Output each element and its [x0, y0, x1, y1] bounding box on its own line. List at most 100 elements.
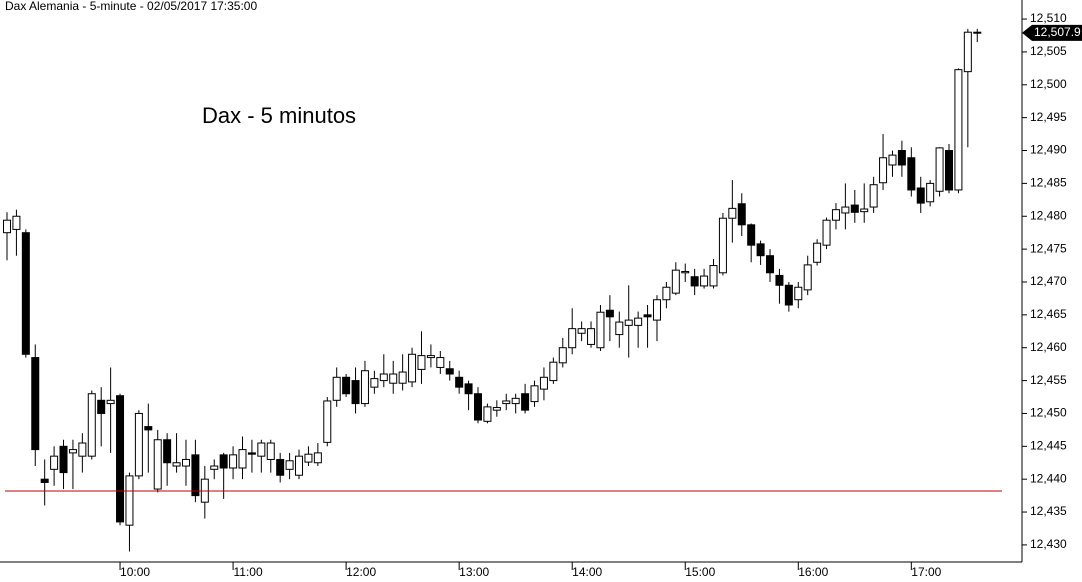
candle-body — [313, 452, 322, 464]
candle-body — [718, 217, 727, 274]
candle-body — [144, 426, 153, 431]
candle-body — [652, 299, 661, 321]
candle-body — [916, 187, 925, 204]
candle-body — [539, 376, 548, 390]
candle-body — [417, 355, 426, 370]
y-tick-label: 12,490 — [1030, 143, 1067, 157]
candle-body — [379, 373, 388, 382]
y-tick-label: 12,475 — [1030, 241, 1067, 255]
y-tick-label: 12,495 — [1030, 110, 1067, 124]
candle-body — [134, 412, 143, 477]
last-price-tag — [1022, 24, 1082, 41]
candle-body — [181, 458, 190, 467]
candle-body — [257, 442, 266, 457]
last-price-label: 12,507.9 — [1034, 25, 1081, 39]
candle-body — [106, 399, 115, 405]
candle-body — [455, 376, 464, 388]
candle-body — [87, 393, 96, 457]
x-tick-label: 17:00 — [911, 565, 941, 579]
candle-body — [803, 264, 812, 291]
candle-body — [860, 208, 869, 213]
candle-body — [304, 453, 313, 463]
candle-body — [963, 31, 972, 73]
candle-body — [784, 284, 793, 306]
candle-body — [596, 311, 605, 349]
candle-body — [474, 393, 482, 421]
candle-body — [558, 347, 567, 364]
x-tick-label: 13:00 — [459, 565, 489, 579]
candle-body — [116, 395, 125, 523]
candle-body — [737, 203, 746, 226]
y-tick-label: 12,500 — [1030, 77, 1067, 91]
candle-body — [97, 399, 106, 414]
candle-body — [907, 157, 916, 191]
candle-body — [954, 69, 963, 191]
candle-body — [238, 449, 247, 469]
candle-body — [709, 265, 718, 287]
candle-body — [276, 458, 285, 476]
y-tick-label: 12,455 — [1030, 373, 1067, 387]
candle-body — [634, 317, 643, 326]
candle-body — [897, 150, 906, 166]
candle-body — [445, 368, 454, 375]
x-tick-label: 14:00 — [572, 565, 602, 579]
candle-body — [229, 454, 238, 469]
candle-body — [700, 275, 709, 287]
candle-body — [756, 243, 765, 257]
candle-body — [662, 286, 671, 301]
candle-body — [125, 475, 134, 526]
candle-body — [3, 219, 11, 234]
y-tick-label: 12,510 — [1030, 11, 1067, 25]
candle-body — [389, 373, 398, 384]
y-tick-label: 12,470 — [1030, 274, 1067, 288]
x-tick-label: 16:00 — [798, 565, 828, 579]
candle-body — [521, 393, 530, 411]
candle-body — [926, 182, 935, 203]
annotation: Dax - 5 minutos — [202, 103, 356, 128]
y-tick-label: 12,435 — [1030, 504, 1067, 518]
y-tick-label: 12,430 — [1030, 537, 1067, 551]
candle-body — [879, 157, 888, 184]
candle-body — [841, 206, 850, 214]
candle-body — [266, 442, 275, 460]
candle-body — [690, 276, 699, 287]
candle-body — [285, 460, 294, 470]
candle-body — [728, 207, 737, 219]
candle-body — [681, 270, 690, 274]
y-tick-label: 12,440 — [1030, 471, 1067, 485]
candle-body — [888, 154, 897, 166]
candle-body — [342, 376, 351, 395]
candle-body — [775, 274, 784, 286]
candle-body — [464, 383, 473, 395]
candle-body — [295, 455, 304, 476]
candle-body — [671, 269, 680, 294]
x-tick-label: 11:00 — [234, 565, 263, 579]
y-tick-label: 12,505 — [1030, 44, 1067, 58]
candle-body — [766, 255, 775, 274]
candle-body — [153, 439, 162, 490]
candle-body — [577, 328, 586, 334]
candle-body — [530, 385, 539, 403]
candle-body — [31, 357, 40, 451]
candle-body — [549, 361, 558, 382]
candle-body — [59, 445, 68, 474]
candle-body — [78, 442, 87, 457]
x-tick-label: 10:00 — [120, 565, 150, 579]
candle-body — [935, 147, 944, 192]
candle-body — [50, 455, 59, 470]
candle-body — [483, 406, 492, 422]
candle-body — [587, 328, 596, 345]
candle-body — [210, 465, 219, 470]
y-tick-label: 12,460 — [1030, 340, 1067, 354]
y-tick-label: 12,480 — [1030, 208, 1067, 222]
candle-body — [502, 400, 511, 405]
candle-body — [398, 371, 407, 384]
candle-body — [973, 31, 982, 34]
candle-body — [172, 462, 181, 467]
candle-body — [605, 309, 614, 318]
y-tick-label: 12,445 — [1030, 438, 1067, 452]
candle-body — [408, 353, 417, 383]
candle-body — [247, 452, 256, 455]
